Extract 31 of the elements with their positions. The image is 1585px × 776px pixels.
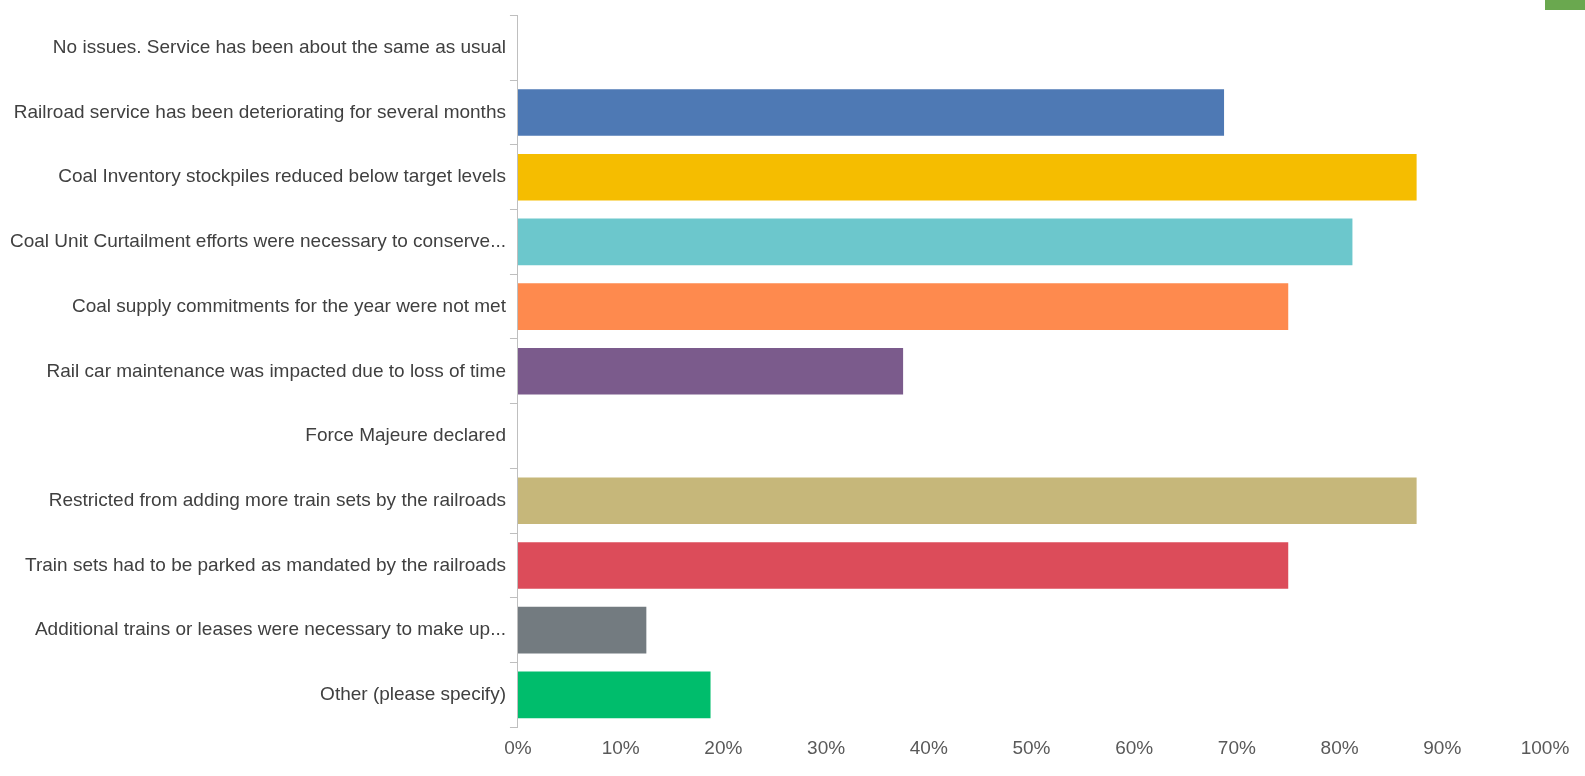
bar	[517, 89, 1225, 136]
bar	[517, 671, 711, 719]
y-tick-label: Train sets had to be parked as mandated by the railroads	[25, 553, 506, 575]
bar	[517, 153, 1417, 201]
y-tick-label: Other (please specify)	[320, 683, 506, 705]
x-tick-label: 90%	[1423, 736, 1462, 758]
bar	[517, 218, 1353, 266]
y-tick-label: Additional trains or leases were necessary to make up...	[34, 618, 506, 640]
x-tick-label: 100%	[1520, 736, 1570, 758]
x-tick-label: 60%	[1115, 736, 1154, 758]
x-tick-label: 30%	[807, 736, 846, 758]
bar	[517, 283, 1289, 330]
bar	[517, 348, 904, 395]
x-tick-label: 0%	[504, 736, 532, 758]
y-tick-label: Force Majeure declared	[305, 424, 506, 446]
y-tick-label: Railroad service has been deteriorating for several months	[13, 100, 506, 122]
bar	[517, 542, 1289, 589]
x-tick-label: 70%	[1217, 736, 1257, 758]
x-tick-label: 10%	[601, 736, 640, 758]
bar	[517, 606, 647, 654]
y-tick-label: Coal Inventory stockpiles reduced below target levels	[58, 165, 506, 187]
x-tick-label: 40%	[909, 736, 948, 758]
y-tick-label: Rail car maintenance was impacted due to loss of time	[46, 359, 506, 381]
x-tick-label: 80%	[1320, 736, 1359, 758]
bar	[517, 477, 1417, 525]
y-tick-label: Restricted from adding more train sets by the railroads	[48, 488, 506, 510]
x-tick-label: 50%	[1012, 736, 1051, 758]
y-tick-label: No issues. Service has been about the same as usual	[52, 35, 506, 57]
y-tick-label: Coal supply commitments for the year were not met	[71, 294, 507, 316]
x-tick-label: 20%	[704, 736, 743, 758]
y-tick-label: Coal Unit Curtailment efforts were necessary to conserve...	[10, 230, 506, 252]
